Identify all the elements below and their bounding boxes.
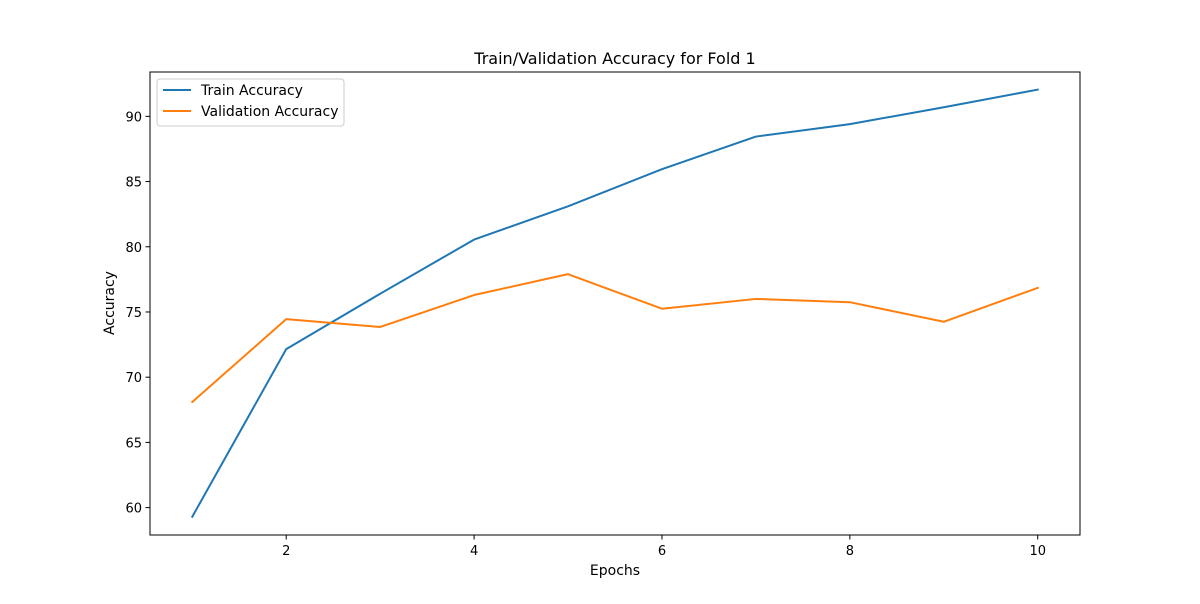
series-line-validation-accuracy xyxy=(190,273,1040,404)
y-tick-label: 60 xyxy=(125,502,142,517)
plot-area-frame xyxy=(149,71,1081,536)
series-lines xyxy=(190,88,1040,519)
axis-ticks: 2 4 6 8 10 60 65 70 75 80 85 90 xyxy=(125,110,1046,559)
y-tick-label: 90 xyxy=(125,110,142,125)
x-tick-label: 2 xyxy=(282,544,290,559)
chart-title: Train/Validation Accuracy for Fold 1 xyxy=(473,49,755,68)
legend-box xyxy=(156,78,345,127)
y-tick-label: 80 xyxy=(125,241,142,256)
x-tick-label: 10 xyxy=(1029,544,1046,559)
y-tick-label: 70 xyxy=(125,371,142,386)
series-line-train-accuracy xyxy=(190,88,1039,519)
y-tick-label: 65 xyxy=(125,436,142,451)
x-tick-label: 6 xyxy=(658,544,666,559)
x-tick-label: 4 xyxy=(470,544,478,559)
y-tick-label: 85 xyxy=(125,176,142,191)
legend-label-train: Train Accuracy xyxy=(200,83,303,99)
y-tick-label: 75 xyxy=(125,306,142,321)
legend-label-validation: Validation Accuracy xyxy=(201,104,339,120)
x-tick-label: 8 xyxy=(846,544,854,559)
legend: Train Accuracy Validation Accuracy xyxy=(156,78,345,127)
x-axis-label: Epochs xyxy=(590,563,640,579)
y-axis-label: Accuracy xyxy=(102,271,118,335)
